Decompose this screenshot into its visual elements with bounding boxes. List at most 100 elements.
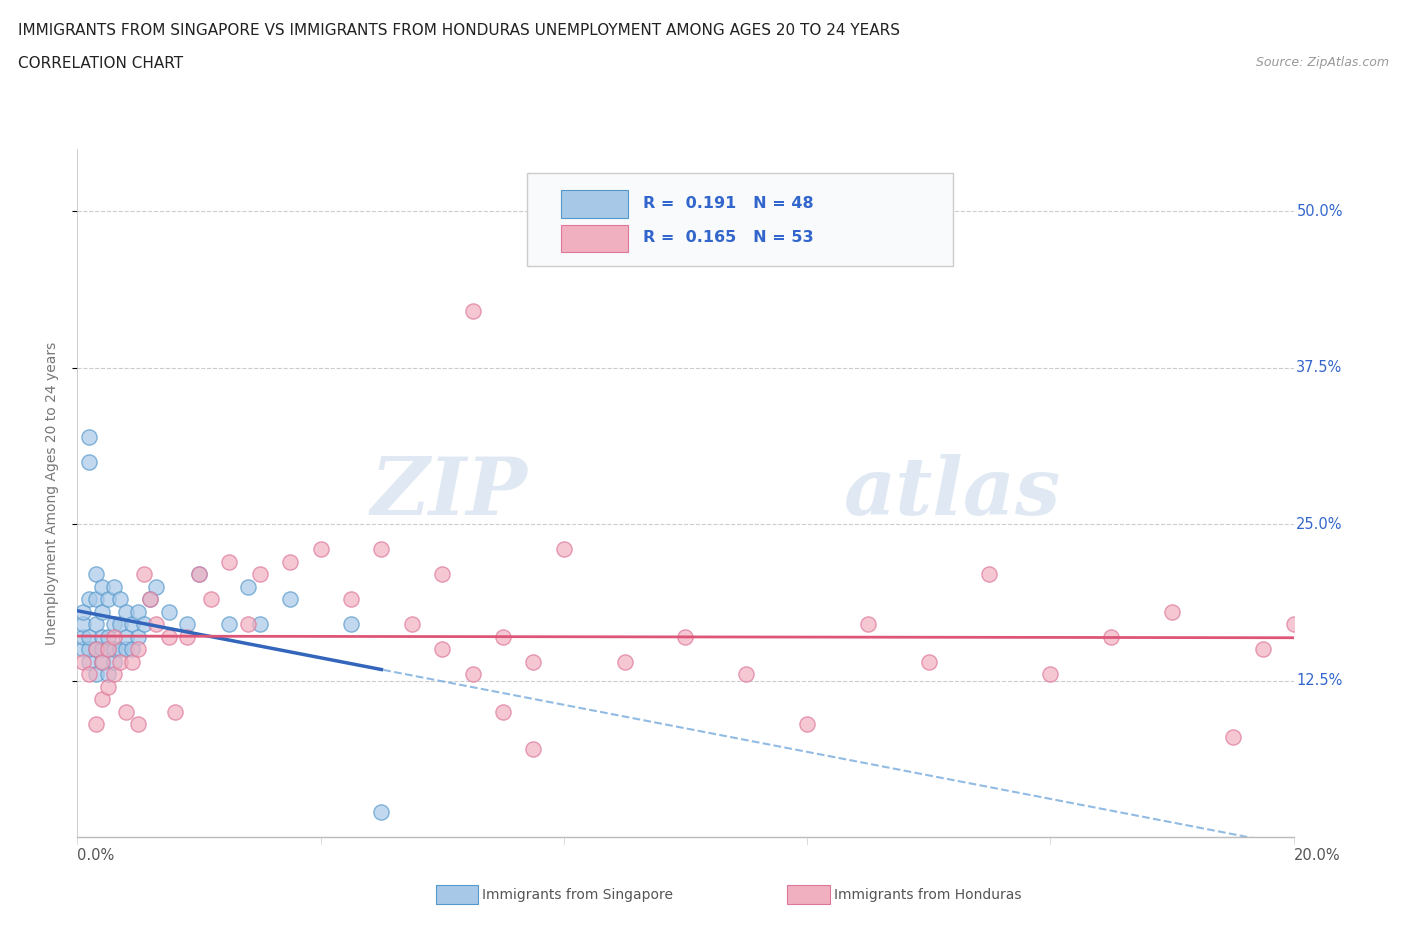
Point (401, 617, 423, 631)
Point (278, 554, 301, 569)
Point (84, 717, 107, 732)
Point (90, 692, 112, 707)
Point (796, 717, 818, 732)
Text: atlas: atlas (844, 454, 1062, 532)
Point (127, 642, 149, 657)
Point (79, 655, 101, 670)
Point (90, 604, 112, 619)
Point (108, 655, 131, 670)
Text: Immigrants from Honduras: Immigrants from Honduras (834, 887, 1021, 902)
Point (90, 630, 112, 644)
Point (79, 630, 101, 644)
Text: 25.0%: 25.0% (1296, 517, 1343, 532)
Point (115, 604, 138, 619)
Point (236, 579, 259, 594)
Point (979, 566, 1001, 581)
Point (97, 642, 120, 657)
Point (84, 617, 107, 631)
Point (492, 630, 515, 644)
Point (97, 630, 120, 644)
Point (236, 617, 259, 631)
Point (1039, 667, 1062, 682)
Point (370, 804, 392, 819)
Text: 20.0%: 20.0% (1294, 848, 1340, 863)
Point (115, 704, 138, 719)
Point (127, 717, 149, 732)
FancyBboxPatch shape (527, 173, 953, 266)
Point (79, 667, 101, 682)
Point (72, 617, 94, 631)
Text: CORRELATION CHART: CORRELATION CHART (18, 56, 183, 71)
Text: R =  0.165   N = 53: R = 0.165 N = 53 (643, 230, 814, 246)
Point (139, 591, 162, 606)
Point (127, 630, 149, 644)
Point (84, 591, 107, 606)
Point (139, 591, 162, 606)
Point (103, 630, 125, 644)
Point (134, 617, 156, 631)
Point (72, 642, 94, 657)
Text: 0.0%: 0.0% (77, 848, 114, 863)
Point (370, 542, 392, 557)
Point (522, 655, 544, 670)
Point (1282, 617, 1305, 631)
Point (200, 591, 222, 606)
Point (108, 591, 131, 606)
Point (461, 667, 484, 682)
Point (218, 554, 240, 569)
Point (97, 680, 120, 695)
Text: IMMIGRANTS FROM SINGAPORE VS IMMIGRANTS FROM HONDURAS UNEMPLOYMENT AMONG AGES 20: IMMIGRANTS FROM SINGAPORE VS IMMIGRANTS … (18, 23, 900, 38)
Point (84, 642, 107, 657)
Point (84, 667, 107, 682)
Point (115, 642, 138, 657)
Point (157, 604, 180, 619)
Point (1222, 729, 1244, 744)
Point (103, 579, 125, 594)
Bar (561, 224, 628, 252)
Text: ZIP: ZIP (370, 454, 527, 532)
Text: Immigrants from Singapore: Immigrants from Singapore (482, 887, 673, 902)
Bar (561, 190, 628, 218)
Point (84, 566, 107, 581)
Point (79, 642, 101, 657)
Point (121, 655, 143, 670)
Point (115, 630, 138, 644)
Text: R =  0.191   N = 48: R = 0.191 N = 48 (643, 195, 814, 211)
Text: 12.5%: 12.5% (1296, 673, 1343, 688)
Point (103, 642, 125, 657)
Point (90, 579, 112, 594)
Point (430, 566, 453, 581)
Point (1099, 630, 1122, 644)
Point (553, 542, 575, 557)
Point (340, 617, 363, 631)
Point (675, 630, 697, 644)
Point (72, 655, 94, 670)
Point (103, 667, 125, 682)
Point (90, 655, 112, 670)
Text: 37.5%: 37.5% (1296, 360, 1343, 376)
Point (522, 742, 544, 757)
Point (90, 642, 112, 657)
Point (121, 642, 143, 657)
Text: Source: ZipAtlas.com: Source: ZipAtlas.com (1256, 56, 1389, 69)
Point (430, 642, 453, 657)
Point (79, 454, 101, 469)
Point (461, 304, 484, 319)
Point (127, 604, 149, 619)
Point (97, 591, 120, 606)
Point (157, 630, 180, 644)
Point (856, 617, 879, 631)
Point (918, 655, 941, 670)
Point (735, 667, 758, 682)
Point (79, 591, 101, 606)
Point (176, 630, 198, 644)
Point (188, 566, 211, 581)
Point (103, 655, 125, 670)
Point (108, 617, 131, 631)
Point (1161, 604, 1184, 619)
Point (249, 566, 271, 581)
Point (309, 542, 332, 557)
Text: 50.0%: 50.0% (1296, 204, 1343, 219)
Point (1251, 642, 1274, 657)
Point (163, 704, 186, 719)
